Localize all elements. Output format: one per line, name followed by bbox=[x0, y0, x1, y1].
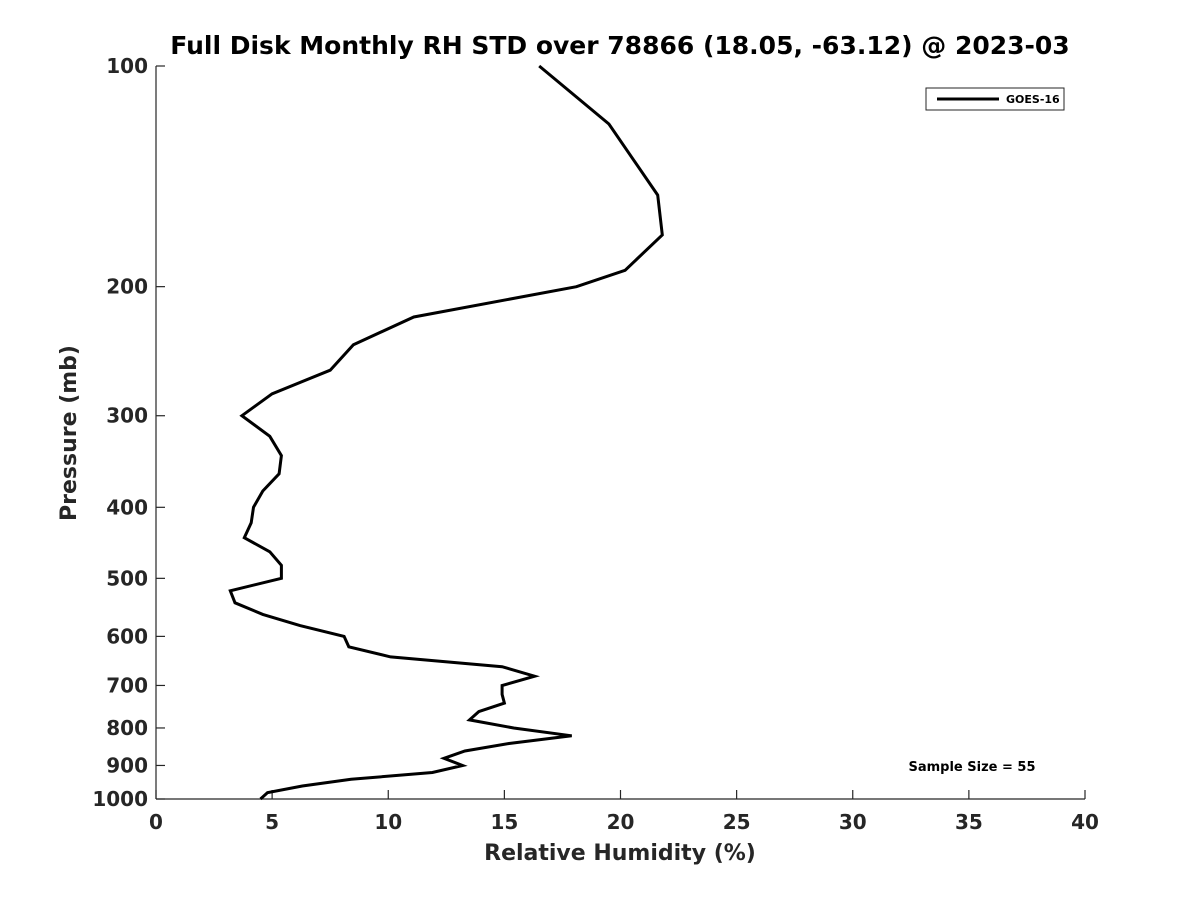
y-tick-label: 500 bbox=[106, 566, 148, 590]
chart-title: Full Disk Monthly RH STD over 78866 (18.… bbox=[170, 31, 1069, 60]
y-tick-label: 200 bbox=[106, 275, 148, 299]
y-tick-label: 1000 bbox=[92, 787, 148, 811]
x-tick-label: 15 bbox=[490, 810, 518, 834]
x-tick-label: 35 bbox=[955, 810, 983, 834]
x-axis-label: Relative Humidity (%) bbox=[484, 841, 756, 866]
legend-label-goes-16: GOES-16 bbox=[1006, 93, 1060, 106]
y-tick-label: 600 bbox=[106, 624, 148, 648]
y-tick-label: 900 bbox=[106, 753, 148, 777]
x-tick-label: 40 bbox=[1071, 810, 1099, 834]
legend: GOES-16 bbox=[925, 87, 1065, 111]
x-tick-label: 0 bbox=[149, 810, 163, 834]
x-ticks: 0 5 10 15 20 25 30 35 40 bbox=[149, 790, 1099, 834]
y-axis-label: Pressure (mb) bbox=[57, 345, 82, 521]
y-tick-label: 700 bbox=[106, 673, 148, 697]
x-tick-label: 20 bbox=[607, 810, 635, 834]
x-tick-label: 5 bbox=[265, 810, 279, 834]
y-tick-label: 100 bbox=[106, 54, 148, 78]
y-tick-label: 400 bbox=[106, 495, 148, 519]
sample-size-annotation: Sample Size = 55 bbox=[908, 760, 1035, 775]
x-tick-label: 30 bbox=[839, 810, 867, 834]
series-line-goes-16 bbox=[228, 64, 664, 801]
x-tick-label: 25 bbox=[723, 810, 751, 834]
y-ticks: 100 200 300 400 500 600 700 800 900 1000 bbox=[92, 54, 165, 811]
series-layer bbox=[228, 64, 664, 801]
y-tick-label: 800 bbox=[106, 716, 148, 740]
plot-area: 0 5 10 15 20 25 30 35 40 100 200 300 400 500 600 700 80… bbox=[92, 54, 1099, 834]
x-tick-label: 10 bbox=[374, 810, 402, 834]
y-tick-label: 300 bbox=[106, 404, 148, 428]
